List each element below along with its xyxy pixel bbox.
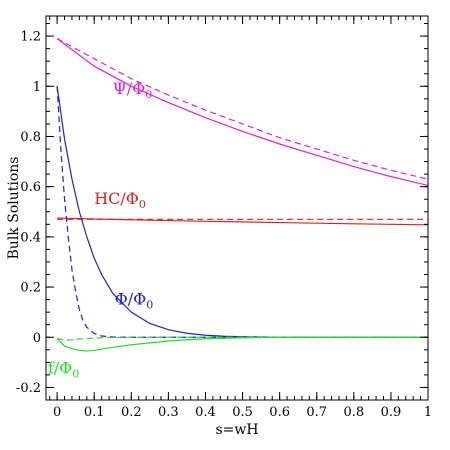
y-tick-label: 0.6 (20, 180, 41, 195)
series-0-solid-line (56, 38, 429, 186)
plot-frame (45, 15, 429, 401)
y-tick-label: 1 (33, 80, 41, 95)
series-0-dashed-line (56, 38, 429, 180)
series-label-subscript: 0 (139, 198, 146, 211)
series-2-label: Φ/Φ0 (115, 290, 154, 312)
x-tick-label: 0.6 (269, 405, 290, 420)
series-3-label: f/Φ0 (48, 359, 79, 381)
y-tick-label: 0.4 (20, 230, 41, 245)
x-axis-title: s=wH (215, 422, 258, 438)
series-label-main: HC/Φ (94, 189, 139, 208)
x-tick-label: 0.5 (232, 405, 253, 420)
series-1-label: HC/Φ0 (94, 189, 146, 211)
series-label-subscript: 0 (72, 368, 79, 381)
series-label-main: Ψ/Φ (113, 79, 146, 98)
x-tick-label: 0.2 (121, 405, 142, 420)
x-tick-label: 0.7 (306, 405, 327, 420)
x-tick-label: 0.3 (158, 405, 179, 420)
x-tick-label: 0.9 (381, 405, 402, 420)
x-tick-label: 0.1 (84, 405, 105, 420)
x-tick-label: 0 (53, 405, 61, 420)
y-tick-label: -0.2 (16, 381, 41, 396)
series-3-dashed-line (56, 336, 428, 341)
y-tick-label: 1.2 (20, 30, 41, 45)
y-tick-label: 0.8 (20, 130, 41, 145)
series-label-main: Φ/Φ (115, 290, 147, 309)
x-tick-label: 0.8 (343, 405, 364, 420)
series-label-subscript: 0 (145, 88, 152, 101)
series-label-subscript: 0 (146, 299, 153, 312)
axis-tick-labels: 0 0.1 0.2 0.3 0.4 0.5 0.6 0.7 0.8 0.9 1 -0.2 0 0.2 0.4… (16, 30, 432, 420)
series-layer (56, 38, 429, 352)
x-tick-label: 0.4 (195, 405, 216, 420)
series-0-label: Ψ/Φ0 (113, 79, 153, 101)
series-label-main: f/Φ (48, 359, 72, 378)
y-tick-label: 0 (33, 331, 41, 346)
y-axis-title: Bulk Solutions (6, 157, 22, 260)
x-tick-label: 1 (424, 405, 432, 420)
y-tick-label: 0.2 (20, 281, 41, 296)
axis-ticks (46, 16, 429, 401)
